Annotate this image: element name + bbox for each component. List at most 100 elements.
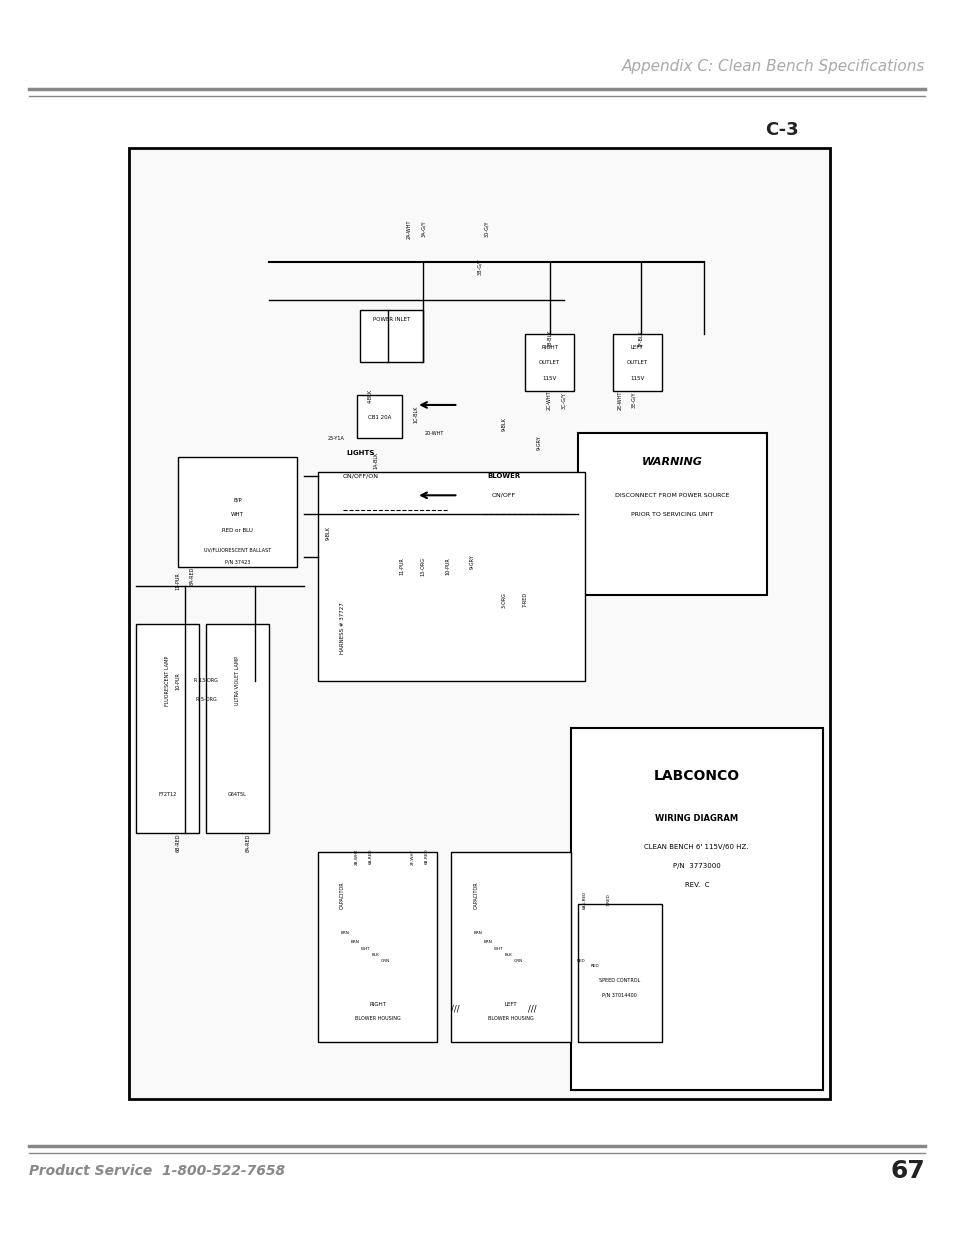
Text: RIGHT: RIGHT bbox=[369, 1002, 386, 1007]
Text: LEFT: LEFT bbox=[504, 1002, 517, 1007]
Text: CAPACITOR: CAPACITOR bbox=[340, 881, 345, 909]
Text: LEFT: LEFT bbox=[630, 346, 642, 351]
Text: WHT: WHT bbox=[494, 947, 503, 951]
Text: 3E-G/Y: 3E-G/Y bbox=[631, 391, 636, 409]
Text: BLK: BLK bbox=[504, 952, 512, 957]
Text: WIRING DIAGRAM: WIRING DIAGRAM bbox=[655, 814, 738, 823]
Text: LIGHTS: LIGHTS bbox=[346, 450, 374, 456]
Text: R 5-ORG: R 5-ORG bbox=[195, 698, 216, 703]
Text: LABCONCO: LABCONCO bbox=[653, 769, 739, 783]
Text: 9-GRY: 9-GRY bbox=[536, 436, 541, 451]
Text: UV/FLUORESCENT BALLAST: UV/FLUORESCENT BALLAST bbox=[204, 547, 271, 552]
Text: 115V: 115V bbox=[542, 375, 556, 380]
Text: 2B-WHT: 2B-WHT bbox=[355, 848, 358, 864]
Text: WHT: WHT bbox=[360, 947, 370, 951]
Bar bbox=[524, 333, 574, 390]
Text: BRN: BRN bbox=[340, 931, 349, 935]
Text: 11-PUR: 11-PUR bbox=[175, 572, 180, 590]
Text: 1C-BLK: 1C-BLK bbox=[414, 406, 418, 424]
Text: 8A-RED: 8A-RED bbox=[245, 834, 251, 852]
Text: 3B-G/Y: 3B-G/Y bbox=[476, 258, 481, 275]
Text: 3A-G/Y: 3A-G/Y bbox=[420, 221, 425, 237]
Text: ON/OFF: ON/OFF bbox=[492, 493, 516, 498]
Bar bbox=[360, 310, 423, 362]
Text: 4-BLK: 4-BLK bbox=[368, 388, 373, 403]
Text: 2E-WHT: 2E-WHT bbox=[617, 390, 621, 410]
Text: 9-BLK: 9-BLK bbox=[326, 526, 331, 541]
Text: 13-ORG: 13-ORG bbox=[420, 557, 425, 576]
Text: BLK: BLK bbox=[372, 952, 379, 957]
Text: 6A5-RED: 6A5-RED bbox=[582, 890, 586, 909]
Text: RED or BLU: RED or BLU bbox=[222, 529, 253, 534]
Text: 6A-RED: 6A-RED bbox=[368, 848, 373, 864]
Bar bbox=[206, 624, 269, 832]
Text: 10-PUR: 10-PUR bbox=[175, 672, 180, 689]
Text: FLUORESCENT LAMP: FLUORESCENT LAMP bbox=[165, 656, 170, 706]
Text: 10-PUR: 10-PUR bbox=[445, 558, 450, 576]
Bar bbox=[577, 433, 766, 595]
Text: 7-RED: 7-RED bbox=[522, 593, 527, 608]
Bar bbox=[356, 395, 402, 438]
Text: 1F-BLK: 1F-BLK bbox=[638, 330, 642, 347]
Text: ULTRA VIOLET LAMP: ULTRA VIOLET LAMP bbox=[234, 656, 240, 705]
Text: ///: /// bbox=[450, 1004, 458, 1013]
Text: RIGHT: RIGHT bbox=[540, 346, 558, 351]
Text: C-3: C-3 bbox=[764, 121, 799, 138]
Text: SPEED CONTROL: SPEED CONTROL bbox=[598, 978, 639, 983]
Text: 20-WHT: 20-WHT bbox=[424, 431, 443, 436]
Bar bbox=[317, 472, 584, 680]
Text: 115V: 115V bbox=[629, 375, 643, 380]
Bar bbox=[135, 624, 198, 832]
Text: RED: RED bbox=[590, 965, 598, 968]
Text: Product Service  1-800-522-7658: Product Service 1-800-522-7658 bbox=[29, 1163, 284, 1178]
Text: ///: /// bbox=[527, 1004, 536, 1013]
Text: CAPACITOR: CAPACITOR bbox=[473, 881, 477, 909]
Text: P/N 37423: P/N 37423 bbox=[225, 559, 250, 564]
Text: 2F-WHT: 2F-WHT bbox=[411, 848, 415, 864]
Text: BLOWER: BLOWER bbox=[487, 473, 520, 479]
Text: 11-PUR: 11-PUR bbox=[399, 558, 404, 576]
Bar bbox=[451, 852, 570, 1042]
Text: HARNESS # 37727: HARNESS # 37727 bbox=[340, 603, 345, 655]
Text: 3-ORG: 3-ORG bbox=[501, 592, 506, 608]
Text: 2C-WHT: 2C-WHT bbox=[546, 390, 552, 410]
Text: BLOWER HOUSING: BLOWER HOUSING bbox=[355, 1016, 400, 1021]
Text: 9-GRY: 9-GRY bbox=[470, 555, 475, 569]
Text: OUTLET: OUTLET bbox=[538, 359, 559, 364]
Bar bbox=[577, 904, 661, 1042]
Text: 1A-BLK: 1A-BLK bbox=[373, 452, 377, 469]
Text: BLOWER HOUSING: BLOWER HOUSING bbox=[488, 1016, 534, 1021]
Text: 25-Y1A: 25-Y1A bbox=[327, 436, 344, 441]
Text: 3C-G/Y: 3C-G/Y bbox=[560, 391, 565, 409]
Bar bbox=[129, 148, 829, 1099]
Text: 7-RED: 7-RED bbox=[606, 893, 611, 905]
Bar bbox=[317, 852, 436, 1042]
Text: RED: RED bbox=[577, 960, 585, 963]
Text: WHT: WHT bbox=[231, 511, 244, 516]
Text: WARNING: WARNING bbox=[641, 457, 702, 467]
Text: CLEAN BENCH 6' 115V/60 HZ.: CLEAN BENCH 6' 115V/60 HZ. bbox=[644, 845, 748, 850]
Text: R 13-ORG: R 13-ORG bbox=[193, 678, 217, 683]
Bar bbox=[612, 333, 661, 390]
Text: BRN: BRN bbox=[350, 940, 358, 945]
Text: DISCONNECT FROM POWER SOURCE: DISCONNECT FROM POWER SOURCE bbox=[615, 493, 729, 498]
Bar bbox=[570, 729, 822, 1089]
Text: 9-BLK: 9-BLK bbox=[501, 417, 506, 431]
Text: F72T12: F72T12 bbox=[158, 793, 176, 798]
Text: BRN: BRN bbox=[483, 940, 492, 945]
Text: REV.  C: REV. C bbox=[684, 882, 708, 888]
Text: OUTLET: OUTLET bbox=[626, 359, 647, 364]
Text: PRIOR TO SERVICING UNIT: PRIOR TO SERVICING UNIT bbox=[630, 511, 713, 516]
Text: 30-G/Y: 30-G/Y bbox=[483, 221, 488, 237]
Text: 8A-RED: 8A-RED bbox=[190, 567, 194, 585]
Text: BRN: BRN bbox=[473, 931, 482, 935]
Text: P/N 37014400: P/N 37014400 bbox=[601, 992, 637, 997]
Text: 1B-BLK: 1B-BLK bbox=[546, 330, 552, 347]
Text: B/P: B/P bbox=[233, 498, 242, 503]
Text: 6B-RED: 6B-RED bbox=[424, 848, 428, 864]
Text: POWER INLET: POWER INLET bbox=[373, 317, 410, 322]
Bar bbox=[177, 457, 296, 567]
Text: G64T5L: G64T5L bbox=[228, 793, 247, 798]
Text: Appendix C: Clean Bench Specifications: Appendix C: Clean Bench Specifications bbox=[621, 59, 924, 74]
Text: 6B-RED: 6B-RED bbox=[175, 834, 180, 852]
